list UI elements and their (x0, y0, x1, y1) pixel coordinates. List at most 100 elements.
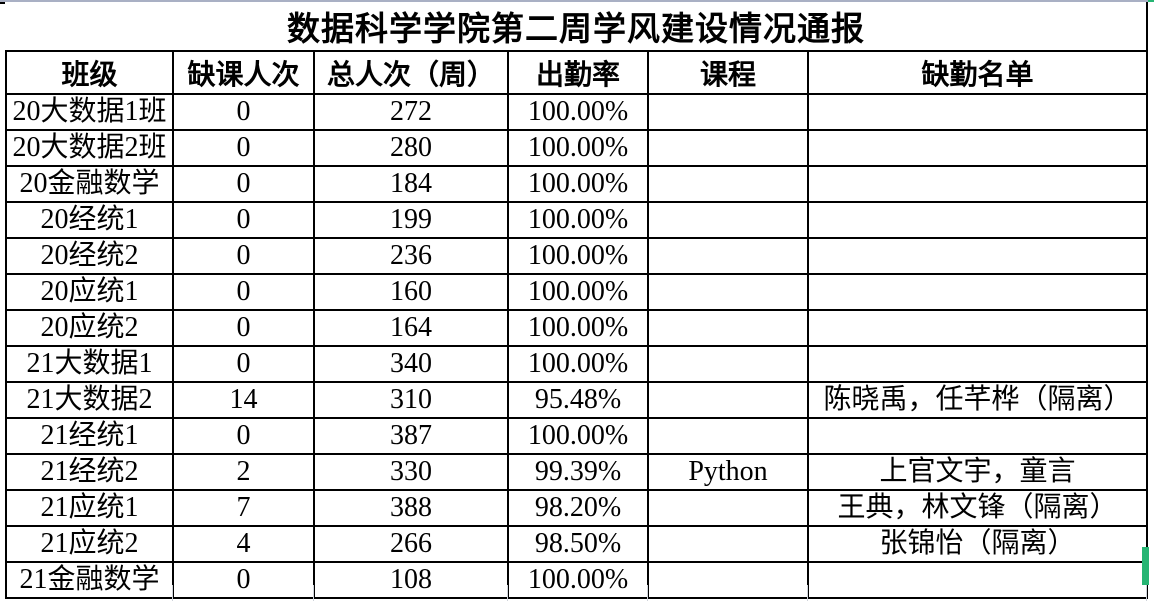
cell-attendance-rate[interactable]: 98.50% (507, 525, 649, 563)
cell-absentee-names[interactable]: 陈晓禹，任芊桦（隔离） (807, 381, 1148, 419)
cell-class[interactable]: 21应统2 (5, 525, 174, 563)
header-absentee-names[interactable]: 缺勤名单 (807, 50, 1148, 95)
cell-absent-count[interactable]: 0 (172, 309, 315, 347)
cell-total-count[interactable]: 340 (313, 345, 509, 383)
cell-absentee-names[interactable] (807, 417, 1148, 455)
cell-absentee-names[interactable] (807, 345, 1148, 383)
cell-total-count[interactable]: 280 (313, 129, 509, 167)
cell-total-count[interactable]: 310 (313, 381, 509, 419)
cell-course[interactable] (647, 561, 809, 599)
cell-class[interactable]: 20应统1 (5, 273, 174, 311)
cell-absentee-names[interactable] (807, 561, 1148, 599)
cell-absent-count[interactable]: 0 (172, 201, 315, 239)
cell-total-count[interactable]: 184 (313, 165, 509, 203)
cell-class[interactable]: 20金融数学 (5, 165, 174, 203)
cell-class[interactable]: 21金融数学 (5, 561, 174, 599)
cell-attendance-rate[interactable]: 100.00% (507, 561, 649, 599)
sheet-title[interactable]: 数据科学学院第二周学风建设情况通报 (6, 2, 1148, 51)
cell-total-count[interactable]: 387 (313, 417, 509, 455)
cell-course[interactable] (647, 165, 809, 203)
table-row: 20大数据1班 0 272 100.00% (5, 93, 1148, 131)
cell-total-count[interactable]: 272 (313, 93, 509, 131)
cell-course[interactable] (647, 129, 809, 167)
cell-absentee-names[interactable]: 上官文宇，童言 (807, 453, 1148, 491)
header-attendance-rate[interactable]: 出勤率 (507, 50, 649, 95)
table-row: 20应统2 0 164 100.00% (5, 309, 1148, 347)
cell-absentee-names[interactable] (807, 237, 1148, 275)
cell-course[interactable] (647, 309, 809, 347)
table-row: 21金融数学 0 108 100.00% (5, 561, 1148, 599)
cell-course[interactable] (647, 273, 809, 311)
cell-attendance-rate[interactable]: 100.00% (507, 201, 649, 239)
cell-absent-count[interactable]: 2 (172, 453, 315, 491)
cell-class[interactable]: 20应统2 (5, 309, 174, 347)
cell-absentee-names[interactable] (807, 273, 1148, 311)
cell-total-count[interactable]: 164 (313, 309, 509, 347)
cell-total-count[interactable]: 330 (313, 453, 509, 491)
cell-class[interactable]: 20经统2 (5, 237, 174, 275)
cell-absent-count[interactable]: 0 (172, 165, 315, 203)
table-row: 21应统2 4 266 98.50% 张锦怡（隔离） (5, 525, 1148, 563)
cell-course[interactable] (647, 489, 809, 527)
cell-absent-count[interactable]: 7 (172, 489, 315, 527)
cell-attendance-rate[interactable]: 100.00% (507, 165, 649, 203)
header-absent-count[interactable]: 缺课人次 (172, 50, 315, 95)
header-total-count[interactable]: 总人次（周） (313, 50, 509, 95)
cell-total-count[interactable]: 160 (313, 273, 509, 311)
cell-course[interactable]: Python (647, 453, 809, 491)
cell-attendance-rate[interactable]: 100.00% (507, 237, 649, 275)
cell-course[interactable] (647, 381, 809, 419)
cell-course[interactable] (647, 345, 809, 383)
cell-absentee-names[interactable]: 张锦怡（隔离） (807, 525, 1148, 563)
cell-attendance-rate[interactable]: 100.00% (507, 417, 649, 455)
cell-attendance-rate[interactable]: 100.00% (507, 309, 649, 347)
cell-absent-count[interactable]: 0 (172, 93, 315, 131)
cell-absent-count[interactable]: 0 (172, 237, 315, 275)
cell-absent-count[interactable]: 0 (172, 129, 315, 167)
table-row: 20经统2 0 236 100.00% (5, 237, 1148, 275)
cell-absentee-names[interactable] (807, 309, 1148, 347)
cell-total-count[interactable]: 236 (313, 237, 509, 275)
cell-absentee-names[interactable] (807, 93, 1148, 131)
cell-class[interactable]: 20经统1 (5, 201, 174, 239)
cell-attendance-rate[interactable]: 95.48% (507, 381, 649, 419)
cell-selection-border[interactable] (1142, 547, 1149, 585)
header-course[interactable]: 课程 (647, 50, 809, 95)
cell-absent-count[interactable]: 0 (172, 417, 315, 455)
cell-attendance-rate[interactable]: 100.00% (507, 93, 649, 131)
cell-total-count[interactable]: 108 (313, 561, 509, 599)
cell-absent-count[interactable]: 0 (172, 345, 315, 383)
cell-attendance-rate[interactable]: 100.00% (507, 345, 649, 383)
cell-attendance-rate[interactable]: 100.00% (507, 273, 649, 311)
gridline (647, 585, 648, 601)
table-row: 20金融数学 0 184 100.00% (5, 165, 1148, 203)
cell-class[interactable]: 21经统2 (5, 453, 174, 491)
cell-class[interactable]: 20大数据1班 (5, 93, 174, 131)
cell-class[interactable]: 21大数据2 (5, 381, 174, 419)
cell-absent-count[interactable]: 0 (172, 561, 315, 599)
gridline (807, 585, 808, 601)
cell-class[interactable]: 21应统1 (5, 489, 174, 527)
cell-course[interactable] (647, 525, 809, 563)
cell-attendance-rate[interactable]: 100.00% (507, 129, 649, 167)
cell-attendance-rate[interactable]: 98.20% (507, 489, 649, 527)
cell-absentee-names[interactable] (807, 129, 1148, 167)
cell-absentee-names[interactable] (807, 201, 1148, 239)
cell-attendance-rate[interactable]: 99.39% (507, 453, 649, 491)
cell-course[interactable] (647, 93, 809, 131)
cell-course[interactable] (647, 417, 809, 455)
cell-total-count[interactable]: 388 (313, 489, 509, 527)
header-class[interactable]: 班级 (5, 50, 174, 95)
cell-course[interactable] (647, 201, 809, 239)
cell-course[interactable] (647, 237, 809, 275)
cell-total-count[interactable]: 266 (313, 525, 509, 563)
cell-class[interactable]: 21大数据1 (5, 345, 174, 383)
cell-class[interactable]: 20大数据2班 (5, 129, 174, 167)
cell-absent-count[interactable]: 4 (172, 525, 315, 563)
cell-absent-count[interactable]: 0 (172, 273, 315, 311)
cell-absentee-names[interactable] (807, 165, 1148, 203)
cell-class[interactable]: 21经统1 (5, 417, 174, 455)
cell-absent-count[interactable]: 14 (172, 381, 315, 419)
cell-total-count[interactable]: 199 (313, 201, 509, 239)
cell-absentee-names[interactable]: 王典，林文锋（隔离） (807, 489, 1148, 527)
